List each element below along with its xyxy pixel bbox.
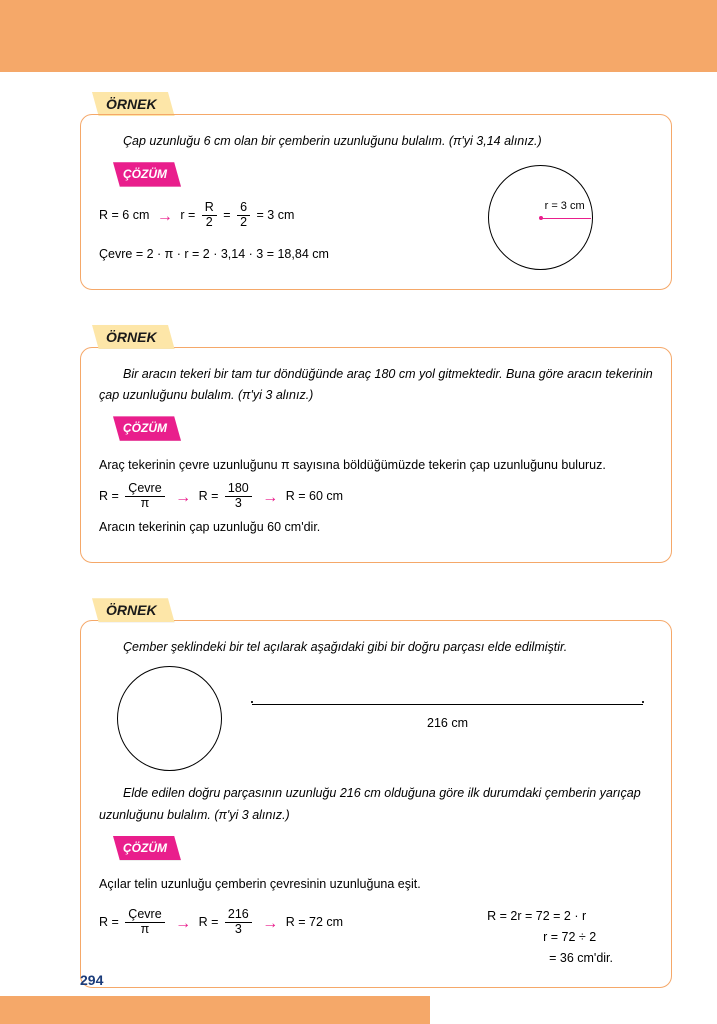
arrow-icon: → <box>175 915 191 932</box>
frac: R2 <box>202 201 217 230</box>
eq-a: R = <box>99 915 119 929</box>
line-segment: · · <box>252 704 643 705</box>
ex2-eq: R = Çevreπ → R = 1803 → R = 60 cm <box>99 482 653 511</box>
circle-shape <box>117 666 222 771</box>
ex2-line1: Araç tekerinin çevre uzunluğunu π sayısı… <box>99 455 653 476</box>
circle-diagram: r = 3 cm <box>488 165 593 270</box>
example-2-box: Bir aracın tekeri bir tam tur döndüğünde… <box>80 347 672 563</box>
ex3-diagram: · · 216 cm <box>117 666 653 771</box>
arrow-icon: → <box>157 208 173 225</box>
ex3-r2: r = 72 ÷ 2 <box>487 927 613 948</box>
example-1-box: Çap uzunluğu 6 cm olan bir çemberin uzun… <box>80 114 672 290</box>
eq-a: R = <box>99 489 119 503</box>
radius-line <box>541 218 591 220</box>
eq-c: R = 72 cm <box>286 915 343 929</box>
ex3-eq-row: R = Çevreπ → R = 2163 → R = 72 cm R = 2r… <box>99 902 653 970</box>
ex3-problem2: Elde edilen doğru parçasının uzunluğu 21… <box>99 783 653 826</box>
ex1-problem: Çap uzunluğu 6 cm olan bir çemberin uzun… <box>99 131 653 152</box>
footer-band <box>0 996 430 1024</box>
eq-b: R = <box>199 489 219 503</box>
example-3: ÖRNEK Çember şeklindeki bir tel açılarak… <box>80 598 672 988</box>
arrow-icon: → <box>262 915 278 932</box>
frac: 62 <box>237 201 250 230</box>
example-1: ÖRNEK Çap uzunluğu 6 cm olan bir çemberi… <box>80 92 672 290</box>
ex2-problem: Bir aracın tekeri bir tam tur döndüğünde… <box>99 364 653 407</box>
ex2-line2: Aracın tekerinin çap uzunluğu 60 cm'dir. <box>99 517 653 538</box>
frac: 1803 <box>225 482 252 511</box>
example-3-box: Çember şeklindeki bir tel açılarak aşağı… <box>80 620 672 988</box>
eq-c: R = 60 cm <box>286 489 343 503</box>
radius-label: r = 3 cm <box>545 197 585 216</box>
page-content: ÖRNEK Çap uzunluğu 6 cm olan bir çemberi… <box>0 72 717 988</box>
eq-b: R = <box>199 915 219 929</box>
ornek-tab: ÖRNEK <box>92 598 175 622</box>
ex3-eq-right: R = 2r = 72 = 2 · r r = 72 ÷ 2 = 36 cm'd… <box>487 906 613 970</box>
ornek-tab: ÖRNEK <box>92 325 175 349</box>
eq-sign: = <box>223 208 230 222</box>
ex1-eq1-b: r = <box>180 208 195 222</box>
arrow-icon: → <box>262 489 278 506</box>
ex3-r3: = 36 cm'dir. <box>487 948 613 969</box>
seg-label: 216 cm <box>252 713 643 734</box>
ex1-eq1-c: = 3 cm <box>257 208 295 222</box>
ex3-line1: Açılar telin uzunluğu çemberin çevresini… <box>99 874 653 895</box>
page-number: 294 <box>80 972 103 988</box>
frac: Çevreπ <box>125 482 164 511</box>
example-2: ÖRNEK Bir aracın tekeri bir tam tur dönd… <box>80 325 672 563</box>
cozum-tab: ÇÖZÜM <box>113 836 181 860</box>
segment-group: · · 216 cm <box>252 704 643 734</box>
arrow-icon: → <box>175 489 191 506</box>
cozum-tab: ÇÖZÜM <box>113 162 181 186</box>
ex3-eq-left: R = Çevreπ → R = 2163 → R = 72 cm <box>99 908 343 964</box>
header-band <box>0 0 717 72</box>
cozum-tab: ÇÖZÜM <box>113 416 181 440</box>
frac: Çevreπ <box>125 908 164 937</box>
ex3-r1: R = 2r = 72 = 2 · r <box>487 906 613 927</box>
ornek-tab: ÖRNEK <box>92 92 175 116</box>
ex1-eq1-a: R = 6 cm <box>99 208 149 222</box>
frac: 2163 <box>225 908 252 937</box>
ex3-problem: Çember şeklindeki bir tel açılarak aşağı… <box>99 637 653 658</box>
